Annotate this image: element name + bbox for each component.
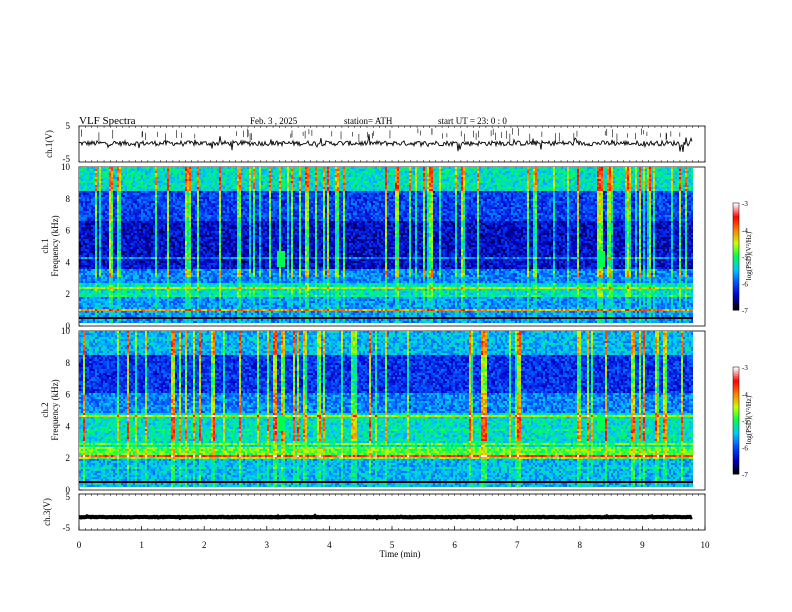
ch2-spectrogram-ytick: 4 (66, 421, 71, 431)
ch2-spectrogram-baseline (79, 481, 693, 483)
ch1-spectrogram-pixels (79, 167, 693, 323)
ch2-spectrogram-colorbar-tick: -7 (742, 471, 748, 479)
ch2-spectrogram-colorbar-tick: -3 (742, 364, 748, 372)
ch1-spectrogram-baseline (79, 317, 693, 319)
ch2-spectrogram-pixels (79, 331, 693, 487)
figure-title: VLF Spectra (79, 115, 136, 127)
ch2-colorbar-label: log(PSD)(V²/Hz) (745, 395, 753, 444)
time-axis-tick: 1 (139, 540, 144, 550)
ch2-spectrogram-ylabel-channel: ch.2 (40, 402, 50, 417)
ch1-spectrogram-ytick: 4 (66, 257, 71, 267)
ch2-spectrogram-ylabel: Frequency (kHz) (50, 379, 60, 440)
start-time-label: start UT = 23: 0 : 0 (438, 116, 507, 126)
ch1-spectrogram-colorbar-tick: -3 (742, 200, 748, 208)
ch3-waveform-frame (79, 494, 705, 530)
ch1-waveform-panel: 5 -5 ch.1(V) (44, 121, 705, 164)
time-axis-tick: 6 (452, 540, 457, 550)
ch1-waveform-trace (79, 134, 692, 152)
vlf-figure: VLF Spectra Feb. 3 , 2025 station= ATH s… (0, 0, 792, 612)
ch1-ytick-top: 5 (66, 121, 71, 131)
date-label: Feb. 3 , 2025 (250, 116, 298, 126)
time-axis-tick: 0 (77, 540, 82, 550)
time-axis-tick: 9 (640, 540, 645, 550)
time-axis-tick: 3 (265, 540, 270, 550)
ch2-spectrogram-ytick: 6 (66, 390, 71, 400)
time-axis-tick: 8 (578, 540, 583, 550)
ch3-ylabel: ch.3(V) (42, 498, 52, 526)
ch1-spectrogram-ytick: 6 (66, 226, 71, 236)
ch2-spectrogram-ytick: 8 (66, 358, 71, 368)
ch3-ytick-bottom: -5 (63, 523, 71, 533)
ch1-spectrogram-ytick: 10 (61, 162, 71, 172)
time-axis-label: Time (min) (380, 549, 421, 559)
time-axis-tick: 10 (701, 540, 711, 550)
ch1-colorbar-label: log(PSD)(V²/Hz) (745, 231, 753, 280)
ch1-spectrogram-colorbar-tick: -6 (742, 280, 748, 288)
ch1-spectrogram-ytick: 8 (66, 194, 71, 204)
ch3-waveform-trace (79, 516, 692, 518)
ch1-ylabel: ch.1(V) (44, 130, 54, 158)
ch3-ytick-top: 5 (66, 492, 71, 502)
time-axis-tick: 7 (515, 540, 520, 550)
ch1-spectrogram-colorbar-tick: -7 (742, 307, 748, 315)
ch2-spectrogram-ytick: 2 (66, 453, 71, 463)
time-axis-tick: 4 (327, 540, 332, 550)
ch1-spectrogram-ytick: 2 (66, 289, 71, 299)
station-label: station= ATH (344, 116, 393, 126)
time-axis-tick: 2 (202, 540, 207, 550)
ch2-spectrogram-ytick: 10 (61, 326, 71, 336)
ch2-spectrogram-colorbar-tick: -6 (742, 444, 748, 452)
ch1-spectrogram-ylabel: Frequency (kHz) (50, 215, 60, 276)
ch1-spectrogram-ylabel-channel: ch.1 (40, 238, 50, 253)
